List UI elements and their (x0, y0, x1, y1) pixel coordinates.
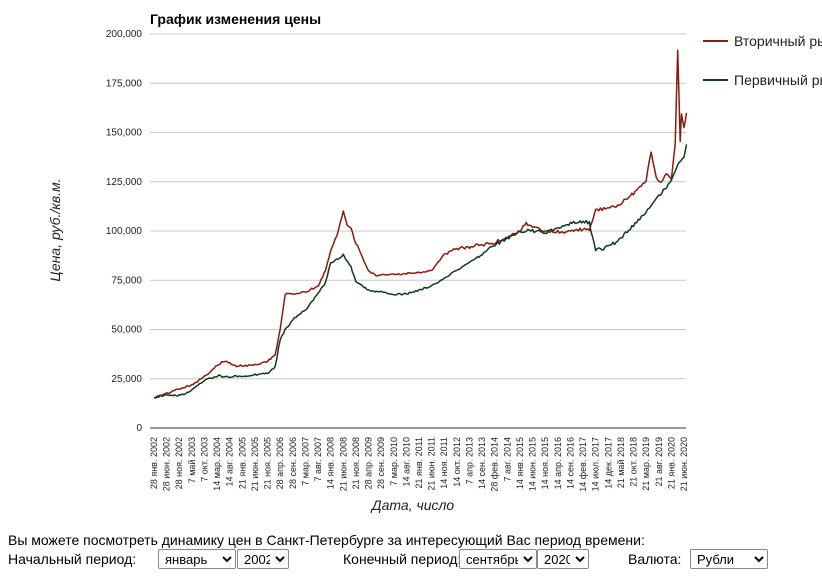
x-tick-label: 14 янв. 2015 (515, 437, 525, 489)
series-line-primary-market (153, 144, 688, 399)
start-month-select[interactable]: январь (158, 549, 236, 569)
x-tick-label: 28 апр. 2009 (364, 437, 374, 489)
x-tick-label: 28 ноя. 2002 (174, 437, 184, 489)
legend-label-secondary: Вторичный рынок (734, 33, 822, 49)
end-year-select[interactable]: 2020 (537, 549, 589, 569)
currency-label: Валюта: (628, 551, 682, 567)
y-tick-label: 175,000 (106, 78, 143, 89)
legend-label-secondary-text: Вторичный рынок (734, 33, 822, 49)
x-tick-label: 14 авг. 2010 (401, 437, 411, 487)
x-tick-label: 14 янв. 2008 (326, 437, 336, 489)
x-tick-label: 14 фев. 2017 (578, 437, 588, 492)
x-tick-label: 14 июн. 2015 (528, 437, 538, 491)
x-tick-label: 21 ноя. 2005 (263, 437, 273, 489)
x-tick-label: 7 май 2003 (187, 437, 197, 483)
y-tick-label: 0 (136, 423, 142, 434)
x-tick-label: 28 апр. 2006 (275, 437, 285, 489)
y-tick-label: 150,000 (106, 128, 143, 139)
x-tick-label: 14 ноя. 2011 (439, 437, 449, 489)
x-tick-label: 21 июн. 2020 (679, 437, 689, 491)
x-tick-label: 14 мар. 2004 (212, 437, 222, 491)
x-tick-label: 7 авг. 2014 (502, 437, 512, 482)
x-tick-label: 21 май 2018 (616, 437, 626, 488)
legend-label-primary-text: Первичный рынок (734, 72, 822, 88)
x-tick-label: 14 апр. 2016 (553, 437, 563, 489)
price-chart: График изменения цены 0 25,000 50,000 75,00… (47, 11, 822, 513)
y-tick-label: 75,000 (111, 275, 142, 286)
currency-select[interactable]: Рубли (690, 549, 768, 569)
end-period-label: Конечный период: (343, 551, 462, 567)
y-axis-ticks: 0 25,000 50,000 75,000 100,000 125,000 150,000… (106, 29, 143, 434)
x-tick-label: 7 окт. 2003 (199, 437, 209, 482)
x-tick-label: 14 сен. 2016 (565, 437, 575, 489)
x-tick-label: 14 дек. 2017 (603, 437, 613, 489)
x-tick-label: 7 авг. 2007 (313, 437, 323, 482)
start-year-select[interactable]: 2002 (237, 549, 289, 569)
end-month-select[interactable]: сентябрь (459, 549, 537, 569)
series-line-secondary-market (153, 49, 688, 399)
x-tick-label: 14 окт. 2012 (452, 437, 462, 487)
x-tick-label: 28 фев. 2014 (490, 437, 500, 492)
legend-label-primary: Первичный рынок (734, 72, 822, 88)
x-tick-label: 7 апр. 2013 (464, 437, 474, 484)
x-tick-label: 28 сен. 2009 (376, 437, 386, 489)
x-tick-label: 21 янв. 2011 (414, 437, 424, 489)
x-tick-label: 21 июн. 2008 (338, 437, 348, 491)
x-axis-label: Дата, число (370, 497, 455, 513)
x-tick-label: 21 янв. 2005 (237, 437, 247, 489)
x-tick-label: 21 ноя. 2008 (351, 437, 361, 489)
grid (150, 33, 686, 380)
x-tick-label: 14 сен. 2013 (477, 437, 487, 489)
y-axis-label: Цена, руб./кв.м. (47, 178, 63, 281)
x-tick-label: 14 июл. 2017 (591, 437, 601, 491)
y-tick-label: 100,000 (106, 226, 143, 237)
x-tick-label: 21 июн. 2011 (427, 437, 437, 491)
legend: Вторичный рынок Первичный рынок (703, 33, 822, 88)
x-tick-label: 21 авг. 2019 (654, 437, 664, 487)
y-tick-label: 125,000 (106, 177, 143, 188)
x-tick-label: 28 июн. 2002 (162, 437, 172, 491)
x-tick-label: 28 сен. 2006 (288, 437, 298, 489)
x-tick-label: 21 окт. 2018 (629, 437, 639, 487)
x-tick-label: 14 ноя. 2015 (540, 437, 550, 489)
y-tick-label: 25,000 (111, 374, 142, 385)
x-axis-ticks: 28 янв. 2002 28 июн. 2002 28 ноя. 2002 7 ма… (149, 437, 689, 492)
period-controls: Начальный период: январь 2002 Конечный п… (0, 549, 822, 571)
y-tick-label: 50,000 (111, 325, 142, 336)
x-tick-label: 28 янв. 2002 (149, 437, 159, 489)
x-tick-label: 7 мар. 2007 (300, 437, 310, 486)
y-tick-label: 200,000 (106, 29, 143, 40)
x-tick-label: 7 мар. 2010 (389, 437, 399, 486)
chart-title: График изменения цены (150, 11, 321, 27)
x-tick-label: 21 мар. 2019 (641, 437, 651, 491)
x-tick-label: 21 июн. 2005 (250, 437, 260, 491)
x-tick-label: 14 авг. 2004 (225, 437, 235, 487)
start-period-label: Начальный период: (8, 551, 137, 567)
series-lines (153, 49, 688, 399)
period-info-text: Вы можете посмотреть динамику цен в Санк… (8, 532, 645, 548)
x-tick-label: 21 янв. 2020 (666, 437, 676, 489)
